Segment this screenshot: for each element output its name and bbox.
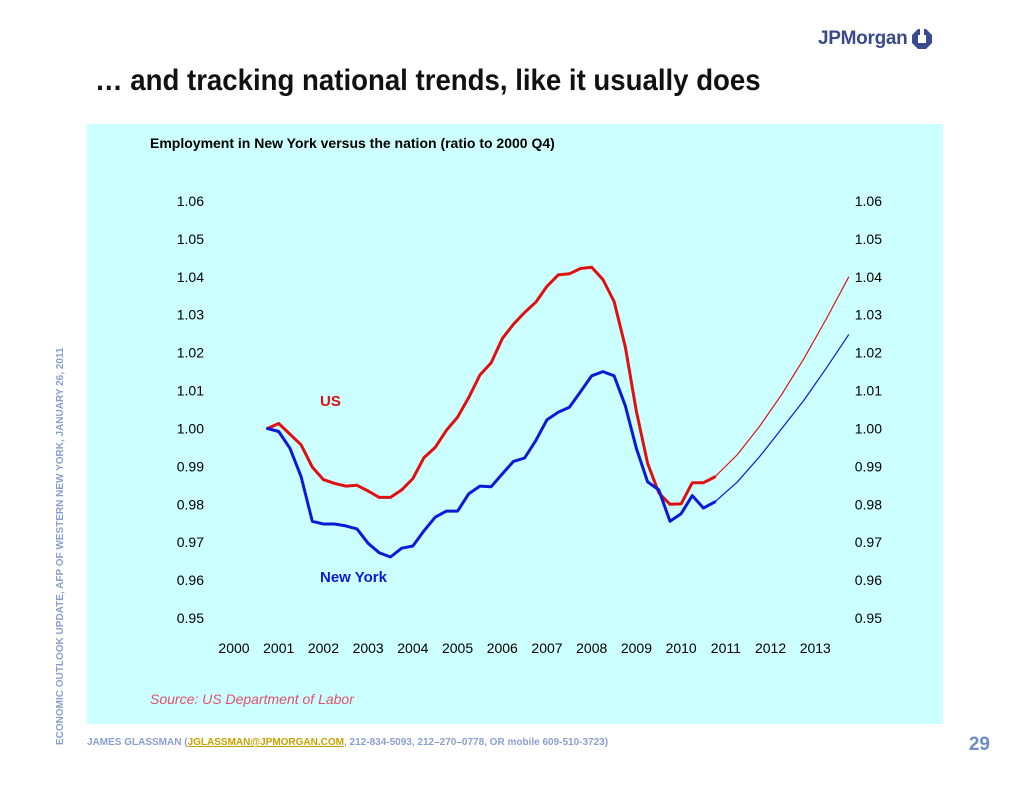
x-tick-label: 2012: [755, 640, 786, 656]
y-tick-label-right: 1.00: [855, 420, 882, 436]
x-tick-label: 2010: [666, 640, 697, 656]
y-tick-label-left: 1.00: [177, 420, 204, 436]
footer-prefix: JAMES GLASSMAN (: [87, 737, 188, 748]
y-tick-label-left: 1.02: [177, 345, 204, 361]
y-tick-label-left: 0.97: [177, 534, 204, 550]
series-line-us: [266, 265, 717, 506]
footer: JAMES GLASSMAN (JGLASSMAN@JPMORGAN.COM, …: [87, 737, 608, 748]
chart-panel: [87, 124, 943, 724]
y-tick-label-right: 1.04: [855, 269, 882, 285]
y-axis-left-ticks: 0.95 0.96 0.97 0.98 0.99 1.00 1.01 1.02 1.03 1.04…: [177, 193, 204, 626]
chart-title: Employment in New York versus the nation…: [150, 135, 555, 151]
x-tick-label: 2000: [218, 640, 249, 656]
y-tick-label-right: 1.06: [855, 193, 882, 209]
y-axis-right-ticks: 0.95 0.96 0.97 0.98 0.99 1.00 1.01 1.02 1.03 1.04…: [855, 193, 882, 626]
y-tick-label-left: 1.06: [177, 193, 204, 209]
x-tick-label: 2004: [397, 640, 428, 656]
x-tick-label: 2005: [442, 640, 473, 656]
x-tick-label: 2003: [353, 640, 384, 656]
series-line-new-york: [266, 370, 717, 559]
series-forecast-line-new-york: [714, 334, 850, 503]
series-label-new-york: New York: [320, 569, 388, 586]
slide-title: … and tracking national trends, like it …: [95, 64, 761, 97]
x-tick-label: 2008: [576, 640, 607, 656]
y-tick-label-left: 1.04: [177, 269, 204, 285]
y-tick-label-left: 0.98: [177, 496, 204, 512]
y-tick-label-left: 1.03: [177, 307, 204, 323]
x-tick-label: 2013: [800, 640, 831, 656]
x-tick-label: 2002: [308, 640, 339, 656]
y-tick-label-left: 0.99: [177, 458, 204, 474]
y-tick-label-left: 1.05: [177, 231, 204, 247]
y-tick-label-right: 1.02: [855, 345, 882, 361]
x-tick-label: 2006: [487, 640, 518, 656]
logo: JPMorgan: [818, 28, 933, 50]
x-tick-label: 2009: [621, 640, 652, 656]
y-tick-label-left: 0.96: [177, 572, 204, 588]
series-lines: [266, 265, 850, 559]
y-tick-label-left: 1.01: [177, 383, 204, 399]
x-tick-label: 2001: [263, 640, 294, 656]
jpmorgan-octagon-icon: [912, 29, 933, 49]
y-tick-label-right: 0.98: [855, 496, 882, 512]
y-tick-label-right: 1.03: [855, 307, 882, 323]
chart-svg: 0.95 0.96 0.97 0.98 0.99 1.00 1.01 1.02 1.03 1.04…: [150, 135, 882, 707]
x-tick-label: 2011: [711, 640, 741, 656]
footer-suffix: , 212-834-5093, 212–270–0778, OR mobile …: [344, 737, 609, 748]
y-tick-label-right: 0.96: [855, 572, 882, 588]
series-label-us: US: [320, 393, 341, 410]
y-tick-label-right: 1.05: [855, 231, 882, 247]
y-tick-label-right: 0.97: [855, 534, 882, 550]
source-note: Source: US Department of Labor: [150, 691, 355, 707]
x-axis-ticks: 2000 2001 2002 2003 2004 2005 2006 2007 2008 2009…: [218, 640, 831, 656]
footer-email-link[interactable]: JGLASSMAN@JPMORGAN.COM: [187, 737, 344, 748]
x-tick-label: 2007: [531, 640, 562, 656]
series-forecast-line-us: [714, 276, 850, 478]
y-tick-label-left: 0.95: [177, 610, 204, 626]
side-label: ECONOMIC OUTLOOK UPDATE, AFP OF WESTERN …: [55, 347, 66, 745]
logo-text: JPMorgan: [818, 28, 908, 49]
page-number: 29: [968, 734, 990, 755]
y-tick-label-right: 0.95: [855, 610, 882, 626]
y-tick-label-right: 0.99: [855, 458, 882, 474]
y-tick-label-right: 1.01: [855, 383, 882, 399]
